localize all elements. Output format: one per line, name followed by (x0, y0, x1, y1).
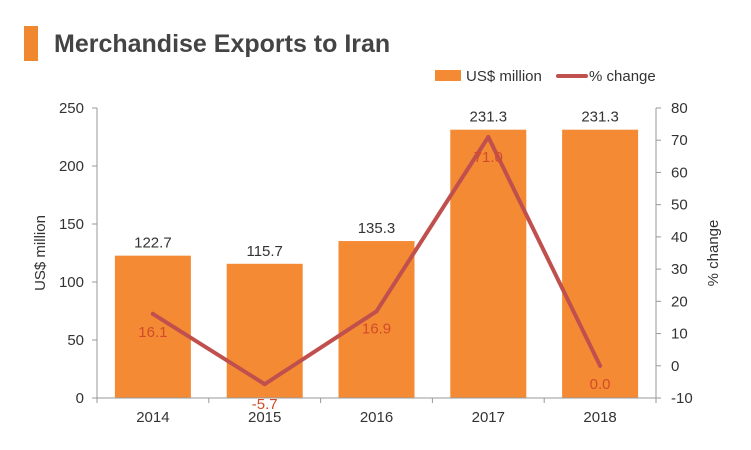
line-point-2014 (150, 311, 155, 316)
y2-tick-label: 60 (671, 164, 688, 181)
y2-tick-label: 70 (671, 132, 688, 149)
y2-tick-label: 10 (671, 326, 688, 343)
bar-value-label: 135.3 (358, 220, 396, 237)
bar-2015 (226, 263, 303, 398)
bar-2016 (338, 241, 415, 398)
line-point-2017 (486, 135, 491, 139)
y-tick-label: 0 (76, 390, 84, 407)
line-point-2016 (374, 309, 379, 314)
y-tick-label: 50 (67, 332, 84, 349)
y-tick-label: 100 (59, 274, 84, 291)
y-axis-title: US$ million (32, 215, 49, 291)
x-tick-label: 2018 (583, 409, 616, 426)
bar-value-label: 115.7 (246, 243, 282, 260)
legend-label-bar: US$ million (466, 68, 542, 85)
bar-value-label: 122.7 (134, 235, 172, 252)
y2-tick-label: 50 (671, 197, 688, 214)
y-tick-label: 150 (59, 216, 84, 233)
bar-2014 (114, 255, 191, 398)
chart-title: Merchandise Exports to Iran (54, 30, 391, 58)
y2-tick-label: 40 (671, 229, 688, 246)
line-value-label: 16.1 (138, 324, 167, 341)
y-tick-label: 200 (59, 158, 84, 175)
x-tick-label: 2016 (360, 409, 393, 426)
line-value-label: 0.0 (590, 376, 611, 393)
y2-tick-label: 80 (671, 100, 688, 117)
line-point-2015 (262, 382, 267, 387)
line-value-label: 71.0 (474, 149, 503, 166)
line-value-label: -5.7 (252, 396, 278, 413)
bar-value-label: 231.3 (470, 109, 508, 126)
y2-axis-title: % change (705, 220, 722, 287)
y2-tick-label: 0 (671, 358, 679, 375)
line-point-2018 (598, 363, 603, 368)
x-tick-label: 2015 (248, 409, 281, 426)
legend-swatch-bar (435, 70, 461, 81)
y-tick-label: 250 (59, 100, 84, 117)
y2-tick-label: 20 (671, 293, 688, 310)
x-tick-label: 2017 (472, 409, 505, 426)
title-accent-bar (24, 26, 38, 61)
legend-label-line: % change (589, 68, 656, 85)
line-value-label: 16.9 (362, 320, 391, 337)
bar-2017 (450, 129, 527, 398)
y2-tick-label: -10 (671, 390, 693, 407)
bar-value-label: 231.3 (581, 109, 619, 126)
bar-2018 (562, 129, 639, 398)
x-tick-label: 2014 (136, 409, 169, 426)
y2-tick-label: 30 (671, 261, 688, 278)
